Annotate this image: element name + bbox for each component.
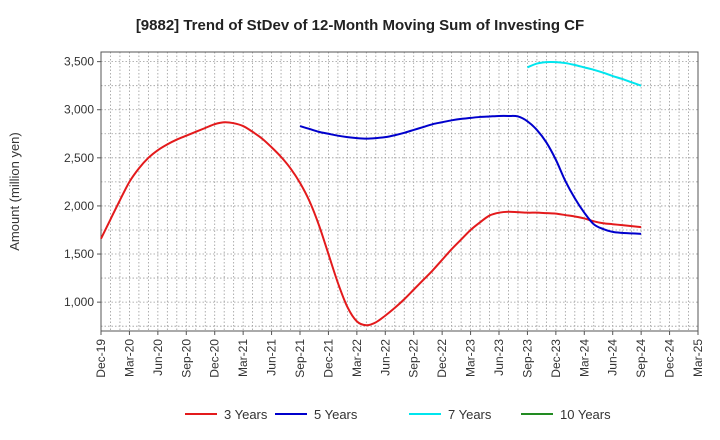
x-tick-label: Mar-25	[691, 339, 705, 377]
x-tick-label: Mar-22	[350, 339, 364, 377]
x-tick-label: Jun-23	[492, 339, 506, 376]
x-tick-label: Sep-20	[179, 339, 193, 378]
x-tick-label: Mar-21	[236, 339, 250, 377]
x-axis-ticks: Dec-19 Mar-20 Jun-20 Sep-20 Dec-20 Mar-21 Jun-…	[94, 331, 705, 378]
x-tick-label: Mar-23	[464, 339, 478, 377]
plot-area	[100, 51, 699, 332]
x-tick-label: Sep-21	[293, 339, 307, 378]
y-tick-label: 3,500	[64, 55, 94, 69]
x-tick-label: Jun-21	[265, 339, 279, 376]
y-tick-label: 3,000	[64, 103, 94, 117]
y-tick-label: 2,000	[64, 199, 94, 213]
legend-label: 3 Years	[224, 407, 268, 422]
x-tick-label: Dec-21	[321, 339, 335, 378]
series-line-1	[100, 121, 642, 327]
grid	[100, 52, 699, 331]
legend-label: 5 Years	[314, 407, 358, 422]
x-tick-label: Sep-22	[407, 339, 421, 378]
legend-label: 10 Years	[560, 407, 611, 422]
x-tick-label: Dec-23	[549, 339, 563, 378]
series-lines	[100, 60, 642, 327]
x-tick-label: Sep-23	[520, 339, 534, 378]
chart-title: [9882] Trend of StDev of 12-Month Moving…	[136, 17, 584, 34]
y-tick-label: 1,500	[64, 247, 94, 261]
y-axis-ticks: 1,000 1,500 2,000 2,500 3,000 3,500	[64, 55, 101, 309]
x-tick-label: Mar-20	[122, 339, 136, 377]
x-tick-label: Sep-24	[634, 339, 648, 378]
x-tick-label: Mar-24	[577, 339, 591, 377]
x-tick-label: Dec-20	[208, 339, 222, 378]
x-tick-label: Jun-20	[151, 339, 165, 376]
x-tick-label: Jun-24	[606, 339, 620, 376]
y-tick-label: 2,500	[64, 151, 94, 165]
series-line-3	[527, 60, 642, 87]
y-tick-label: 1,000	[64, 295, 94, 309]
legend: 3 Years 5 Years 7 Years 10 Years	[185, 407, 611, 422]
x-tick-label: Dec-24	[663, 339, 677, 378]
x-tick-label: Dec-22	[435, 339, 449, 378]
series-line-2	[299, 114, 642, 235]
legend-label: 7 Years	[448, 407, 492, 422]
x-tick-label: Jun-22	[378, 339, 392, 376]
y-axis-label: Amount (million yen)	[7, 132, 22, 251]
x-tick-label: Dec-19	[94, 339, 108, 378]
